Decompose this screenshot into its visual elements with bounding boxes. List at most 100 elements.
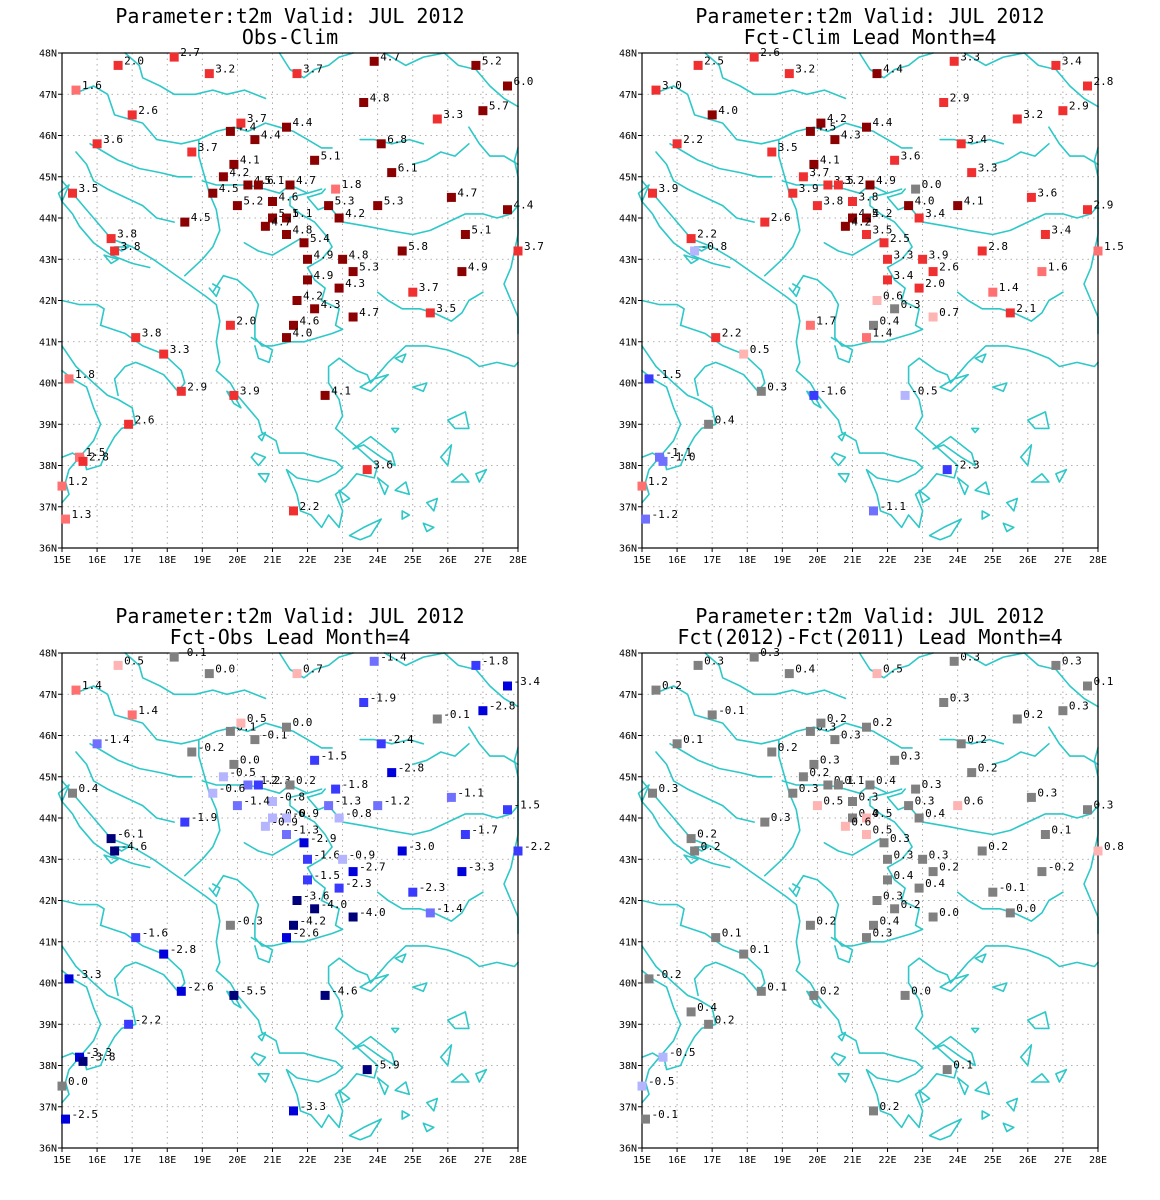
station-value-label: 3.2	[795, 63, 815, 76]
station-marker	[872, 296, 882, 305]
station-marker	[977, 846, 987, 856]
coastline	[641, 945, 717, 1071]
station-value-label: 0.2	[809, 766, 829, 779]
station-marker	[397, 846, 407, 856]
coastline	[71, 85, 333, 149]
x-tick-label: 18E	[738, 1155, 756, 1166]
station-value-label: -0.8	[701, 240, 728, 253]
station-marker	[159, 949, 169, 959]
station-marker	[208, 788, 218, 798]
island-outline	[956, 1077, 969, 1096]
station-value-label: -0.5	[229, 766, 256, 779]
station-value-label: -3.0	[408, 840, 435, 853]
coastline	[503, 747, 519, 935]
station-value-label: 1.4	[999, 281, 1019, 294]
station-marker	[425, 908, 435, 918]
island-outline	[475, 468, 488, 483]
station-value-label: -3.3	[75, 968, 102, 981]
station-value-label: 0.2	[988, 840, 1008, 853]
station-marker	[348, 267, 358, 277]
station-marker	[704, 419, 714, 429]
station-marker	[809, 159, 819, 169]
station-marker	[928, 312, 938, 322]
station-marker	[833, 780, 843, 790]
x-tick-label: 25E	[404, 555, 422, 566]
station-marker	[204, 669, 214, 679]
station-marker	[71, 85, 81, 95]
island-outline	[1027, 1011, 1050, 1030]
station-value-label: 4.3	[841, 129, 861, 142]
island-outline	[956, 477, 969, 496]
station-value-label: 0.3	[1094, 799, 1114, 812]
coastline	[830, 336, 854, 364]
station-value-label: -3.6	[303, 890, 330, 903]
coastline	[359, 138, 425, 145]
station-marker	[658, 456, 668, 466]
x-tick-label: 19E	[193, 555, 211, 566]
station-marker	[225, 920, 235, 930]
station-value-label: 1.6	[82, 79, 102, 92]
station-marker	[310, 155, 320, 165]
station-marker	[637, 1081, 647, 1091]
island-outline	[426, 1097, 439, 1112]
panel-title: Parameter:t2m Valid: JUL 2012	[695, 4, 1045, 28]
station-marker	[805, 126, 815, 136]
station-value-label: 3.8	[859, 191, 879, 204]
station-value-label: -2.8	[489, 700, 516, 713]
station-marker	[292, 669, 302, 679]
station-marker	[872, 896, 882, 905]
island-outline	[426, 497, 439, 512]
x-tick-label: 20E	[808, 555, 826, 566]
station-value-label: 2.0	[925, 277, 945, 290]
coastline	[886, 188, 1099, 236]
station-value-label: 4.4	[261, 129, 281, 142]
station-value-label: -2.3	[953, 459, 980, 472]
island-outline	[401, 510, 411, 520]
y-tick-label: 41N	[619, 937, 637, 948]
x-tick-label: 19E	[773, 1155, 791, 1166]
station-marker	[911, 784, 921, 794]
station-value-label: 0.0	[911, 984, 931, 997]
coastline	[651, 685, 913, 749]
station-value-label: 2.5	[890, 232, 910, 245]
station-value-label: 0.3	[841, 729, 861, 742]
y-tick-label: 46N	[619, 731, 637, 742]
station-marker	[693, 660, 703, 670]
station-marker	[71, 685, 81, 695]
station-marker	[872, 669, 882, 679]
station-value-label: 0.0	[68, 1075, 88, 1088]
station-value-label: 0.2	[662, 679, 682, 692]
coastline	[641, 780, 1099, 1129]
station-value-label: 0.4	[925, 877, 945, 890]
station-value-label: -0.9	[271, 815, 298, 828]
station-value-label: 1.3	[72, 508, 92, 521]
island-outline	[637, 184, 650, 203]
station-marker	[243, 780, 253, 790]
station-marker	[397, 246, 407, 256]
station-markers: 0.30.30.4 0.50.3 0.30.10.2-0.10.30.20.30.1…	[637, 646, 1124, 1124]
station-value-label: 1.7	[816, 314, 836, 327]
station-value-label: -1.5	[514, 799, 541, 812]
station-marker	[503, 805, 512, 815]
station-value-label: 0.4	[894, 869, 914, 882]
island-outline	[57, 784, 70, 803]
y-tick-label: 48N	[39, 49, 57, 60]
station-marker	[282, 830, 291, 839]
island-outline	[830, 452, 847, 467]
station-value-label: 0.5	[124, 654, 144, 667]
station-marker	[310, 904, 320, 914]
station-marker	[471, 60, 481, 70]
island-outline	[932, 1035, 976, 1067]
station-marker	[408, 287, 418, 297]
station-value-label: 4.2	[827, 112, 847, 125]
station-marker	[1083, 805, 1092, 815]
station-value-label: 3.8	[117, 228, 137, 241]
station-value-label: -4.6	[331, 984, 358, 997]
y-tick-label: 42N	[39, 296, 57, 307]
station-value-label: 0.5	[873, 824, 893, 837]
station-value-label: 4.8	[293, 224, 313, 237]
y-tick-label: 46N	[39, 131, 57, 142]
station-value-label: -0.2	[1048, 861, 1075, 874]
station-marker	[124, 419, 134, 429]
y-tick-label: 45N	[619, 772, 637, 783]
